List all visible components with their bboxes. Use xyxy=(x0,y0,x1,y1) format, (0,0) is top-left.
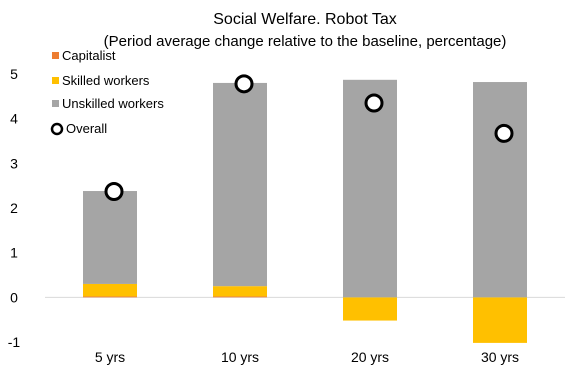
legend-label: Unskilled workers xyxy=(62,96,164,111)
bar-segment-skilled-workers xyxy=(473,297,527,343)
y-tick-label: 2 xyxy=(10,200,18,216)
bar-segment-unskilled-workers xyxy=(473,82,527,298)
legend-swatch xyxy=(52,52,59,59)
x-tick-label: 5 yrs xyxy=(95,349,125,365)
legend-label: Skilled workers xyxy=(62,73,150,88)
legend: Capitalist Skilled workers Unskilled worke… xyxy=(50,48,164,136)
x-axis-labels: 5 yrs 10 yrs 20 yrs 30 yrs xyxy=(95,349,519,365)
legend-label: Capitalist xyxy=(62,48,116,63)
x-tick-label: 20 yrs xyxy=(351,349,389,365)
y-tick-label: 1 xyxy=(10,245,18,261)
overall-marker xyxy=(234,74,254,94)
legend-label: Overall xyxy=(66,121,107,136)
y-tick-label: 4 xyxy=(10,111,18,127)
overall-marker xyxy=(364,93,384,113)
bar-segment-capitalist xyxy=(213,296,267,298)
chart-subtitle: (Period average change relative to the b… xyxy=(104,33,507,50)
bar-segment-unskilled-workers xyxy=(343,79,397,298)
legend-swatch xyxy=(52,77,59,84)
y-tick-label: 5 xyxy=(10,66,18,82)
x-tick-label: 30 yrs xyxy=(481,349,519,365)
bar-segment-capitalist xyxy=(83,296,137,298)
y-tick-label: -1 xyxy=(8,334,21,350)
y-axis: -1 0 1 2 3 4 5 xyxy=(8,66,21,350)
legend-swatch xyxy=(52,100,59,107)
x-tick-label: 10 yrs xyxy=(221,349,259,365)
bar-segment-unskilled-workers xyxy=(213,82,267,287)
y-tick-label: 0 xyxy=(10,289,18,305)
bar-segment-skilled-workers xyxy=(343,297,397,321)
legend-overall-marker xyxy=(50,122,64,136)
y-tick-label: 3 xyxy=(10,155,18,171)
bars xyxy=(83,79,527,343)
bar-segment-unskilled-workers xyxy=(83,191,137,284)
overall-marker xyxy=(494,123,514,143)
overall-marker xyxy=(104,181,124,201)
chart-title: Social Welfare. Robot Tax xyxy=(213,11,397,28)
overall-markers xyxy=(104,74,514,201)
bar-segment-skilled-workers xyxy=(83,283,137,297)
bar-segment-skilled-workers xyxy=(213,286,267,297)
